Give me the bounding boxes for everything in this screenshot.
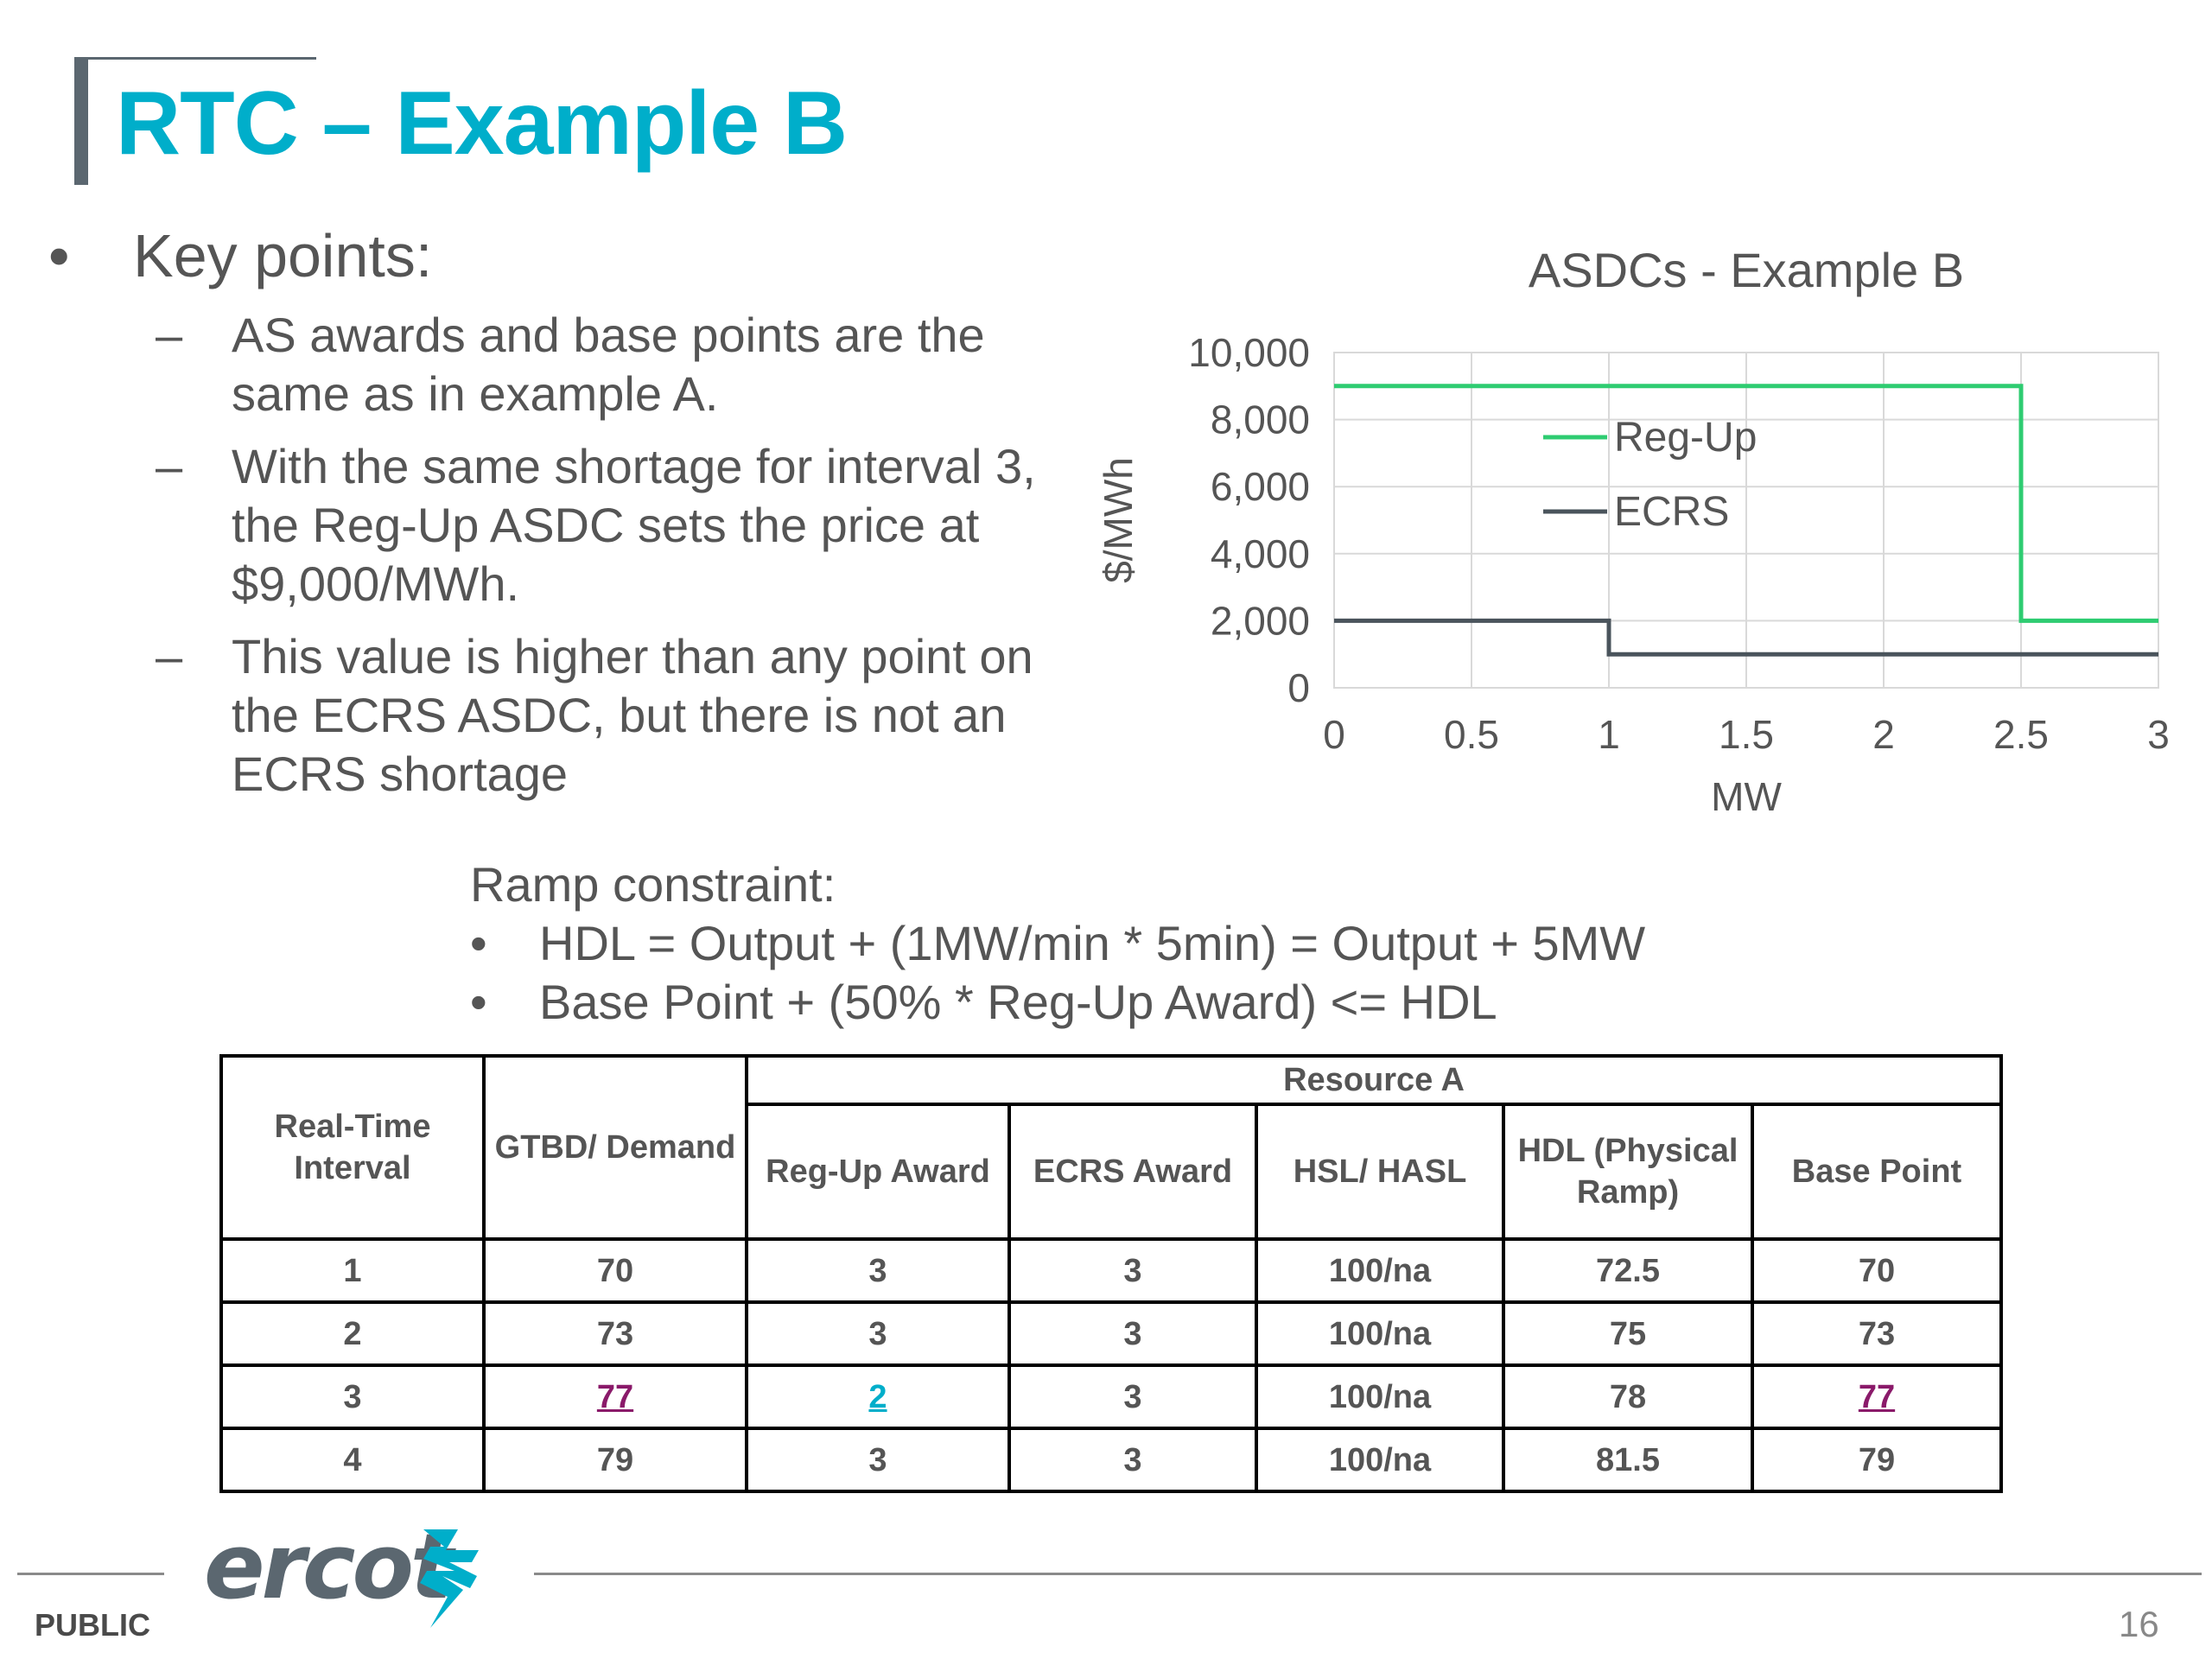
- cell-regup: 3: [745, 1427, 1011, 1493]
- ramp-item-text: HDL = Output + (1MW/min * 5min) = Output…: [539, 916, 1646, 970]
- dash-marker: –: [156, 439, 183, 493]
- bullet-marker: •: [48, 222, 70, 289]
- cell-regup: 3: [745, 1300, 1011, 1367]
- y-tick-label: 2,000: [1211, 598, 1310, 643]
- classification-label: PUBLIC: [35, 1607, 150, 1643]
- key-point-item: – This value is higher than any point on…: [156, 627, 1071, 804]
- series-line-ecrs: [1334, 618, 2158, 657]
- ercot-logo: ercot: [204, 1514, 498, 1635]
- x-tick-label: 0.5: [1444, 712, 1499, 757]
- bullet-marker: •: [470, 975, 487, 1029]
- cell-demand: 79: [482, 1427, 748, 1493]
- header-regup: Reg-Up Award: [745, 1103, 1011, 1241]
- series-line-reg-up: [1334, 384, 2158, 623]
- page-title: RTC – Example B: [116, 73, 848, 174]
- table-row: 2 73 3 3 100/na 75 73: [219, 1300, 2003, 1367]
- header-demand: GTBD/ Demand: [482, 1054, 748, 1241]
- header-ecrs: ECRS Award: [1007, 1103, 1258, 1241]
- x-tick-label: 3: [2147, 712, 2170, 757]
- bullet-marker: •: [470, 916, 487, 970]
- header-base-point: Base Point: [1751, 1103, 2003, 1241]
- key-points-list: – AS awards and base points are the same…: [156, 306, 1071, 817]
- cell-hdl: 78: [1502, 1363, 1754, 1430]
- resource-table: Real-Time Interval GTBD/ Demand Resource…: [219, 1054, 2003, 1493]
- title-top-line: [74, 57, 316, 60]
- ramp-constraint: Ramp constraint: • HDL = Output + (1MW/m…: [470, 855, 1645, 1032]
- logo-wordmark: ercot: [204, 1514, 454, 1619]
- chart-title: ASDCs - Example B: [1529, 243, 1964, 297]
- key-point-item: – With the same shortage for interval 3,…: [156, 437, 1071, 613]
- cell-ecrs: 3: [1007, 1363, 1258, 1430]
- key-point-text: With the same shortage for interval 3, t…: [232, 439, 1036, 611]
- key-point-item: – AS awards and base points are the same…: [156, 306, 1071, 423]
- header-hsl: HSL/ HASL: [1255, 1103, 1505, 1241]
- legend-label: ECRS: [1614, 489, 1729, 535]
- x-tick-label: 1: [1598, 712, 1620, 757]
- header-hdl: HDL (Physical Ramp): [1502, 1103, 1754, 1241]
- table-row: 4 79 3 3 100/na 81.5 79: [219, 1427, 2003, 1493]
- footer-divider-left: [17, 1573, 164, 1575]
- dash-marker: –: [156, 308, 183, 362]
- asdc-chart-svg: 0 2,000 4,000 6,000 8,000 10,000 0 0.5 1 1.5 2 2.5 3…: [1096, 243, 2170, 819]
- cell-demand: 73: [482, 1300, 748, 1367]
- cell-interval: 4: [219, 1427, 486, 1493]
- x-tick-label: 1.5: [1719, 712, 1774, 757]
- cell-ecrs: 3: [1007, 1300, 1258, 1367]
- header-resource-group: Resource A: [745, 1054, 2003, 1106]
- page-number: 16: [2119, 1604, 2159, 1644]
- cell-hsl: 100/na: [1255, 1427, 1505, 1493]
- legend-label: Reg-Up: [1614, 415, 1757, 461]
- table-row: 1 70 3 3 100/na 72.5 70: [219, 1237, 2003, 1304]
- cell-hdl: 81.5: [1502, 1427, 1754, 1493]
- cell-base-point: 70: [1751, 1237, 2003, 1304]
- cell-base-point: 79: [1751, 1427, 2003, 1493]
- y-tick-label: 4,000: [1211, 531, 1310, 576]
- cell-interval: 3: [219, 1363, 486, 1430]
- key-point-text: AS awards and base points are the same a…: [232, 308, 985, 421]
- cell-hdl: 75: [1502, 1300, 1754, 1367]
- cell-regup: 3: [745, 1237, 1011, 1304]
- cell-demand-highlight: 77: [482, 1363, 748, 1430]
- lightning-bolt-icon: [420, 1529, 479, 1628]
- y-tick-label: 6,000: [1211, 464, 1310, 509]
- dash-marker: –: [156, 629, 183, 683]
- y-tick-label: 10,000: [1188, 330, 1310, 375]
- header-interval: Real-Time Interval: [219, 1054, 486, 1241]
- x-tick-label: 0: [1323, 712, 1345, 757]
- cell-hsl: 100/na: [1255, 1300, 1505, 1367]
- key-point-text: This value is higher than any point on t…: [232, 629, 1033, 801]
- key-points-label: Key points:: [133, 222, 433, 289]
- ramp-item: • Base Point + (50% * Reg-Up Award) <= H…: [470, 973, 1645, 1032]
- x-tick-label: 2.5: [1993, 712, 2049, 757]
- x-axis-label: MW: [1711, 774, 1782, 819]
- cell-ecrs: 3: [1007, 1237, 1258, 1304]
- y-tick-label: 0: [1287, 665, 1310, 710]
- table-row: 3 77 2 3 100/na 78 77: [219, 1363, 2003, 1430]
- ramp-heading: Ramp constraint:: [470, 857, 836, 912]
- asdc-chart: 0 2,000 4,000 6,000 8,000 10,000 0 0.5 1 1.5 2 2.5 3…: [1096, 233, 2195, 847]
- footer-divider-right: [534, 1573, 2202, 1575]
- cell-base-point: 73: [1751, 1300, 2003, 1367]
- cell-interval: 1: [219, 1237, 486, 1304]
- cell-hsl: 100/na: [1255, 1237, 1505, 1304]
- cell-demand: 70: [482, 1237, 748, 1304]
- cell-hsl: 100/na: [1255, 1363, 1505, 1430]
- y-tick-label: 8,000: [1211, 397, 1310, 442]
- cell-ecrs: 3: [1007, 1427, 1258, 1493]
- y-axis-label: $/MWh: [1096, 457, 1141, 583]
- x-tick-label: 2: [1872, 712, 1895, 757]
- ramp-item: • HDL = Output + (1MW/min * 5min) = Outp…: [470, 914, 1645, 973]
- cell-hdl: 72.5: [1502, 1237, 1754, 1304]
- cell-regup-highlight: 2: [745, 1363, 1011, 1430]
- title-accent-bar: [74, 57, 88, 185]
- cell-base-point-highlight: 77: [1751, 1363, 2003, 1430]
- cell-interval: 2: [219, 1300, 486, 1367]
- ramp-item-text: Base Point + (50% * Reg-Up Award) <= HDL: [539, 975, 1497, 1029]
